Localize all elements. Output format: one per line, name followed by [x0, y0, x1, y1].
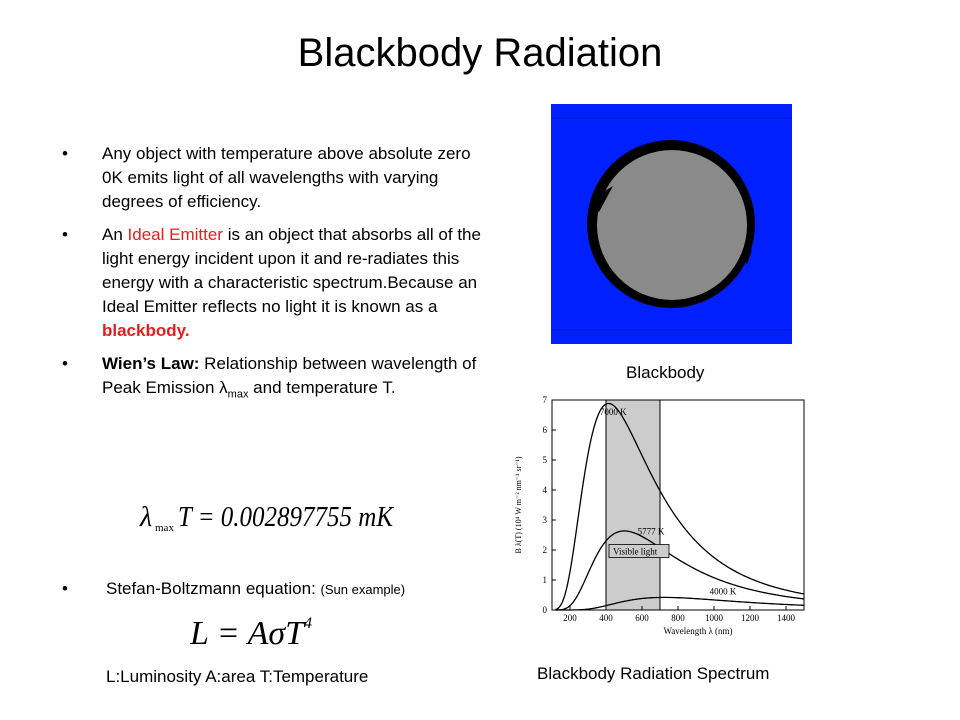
y-tick-label: 0: [543, 605, 548, 615]
formula-legend: L:Luminosity A:area T:Temperature: [106, 667, 369, 686]
y-tick-label: 7: [543, 395, 548, 405]
series-line-7000k: [555, 402, 805, 611]
x-tick-label: 1000: [705, 613, 724, 623]
y-tick-label: 5: [543, 455, 548, 465]
bullet-text-part: is an object that absorbs all of the lig…: [102, 225, 481, 316]
ideal-emitter-highlight: Ideal Emitter: [127, 225, 223, 244]
bullet-text-part: An: [102, 225, 128, 244]
y-ticks: 0 1 2 3 4 5 6 7: [543, 395, 556, 615]
bullet-item-ideal-emitter: • An Ideal Emitter is an object that abs…: [62, 223, 492, 343]
bullet-dot: •: [62, 354, 68, 373]
x-tick-label: 1400: [777, 613, 796, 623]
wien-subscript: max: [155, 522, 174, 534]
bullet-dot: •: [62, 225, 68, 244]
series-line-5777k: [555, 530, 805, 611]
series-label-5777k: 5777 K: [638, 526, 665, 536]
lambda-subscript: max: [227, 388, 249, 401]
visible-light-box: [608, 544, 670, 558]
series-label-4000k: 4000 K: [710, 587, 737, 597]
bullet-text-part: Relationship between wavelength of Peak …: [102, 354, 477, 397]
blackbody-caption: Blackbody: [626, 363, 705, 382]
spectrum-caption: Blackbody Radiation Spectrum: [537, 664, 770, 683]
y-tick-label: 2: [543, 545, 548, 555]
y-tick-label: 6: [543, 425, 548, 435]
cavity-opening-left: [591, 186, 613, 212]
bullet-item-absolute-zero: • Any object with temperature above abso…: [62, 142, 492, 214]
x-ticks: 200 400 600 800 1000 1200 1400: [563, 606, 796, 623]
bullet-text: Any object with temperature above absolu…: [102, 144, 471, 211]
bullet-dot: •: [62, 144, 68, 163]
y-tick-label: 3: [543, 515, 548, 525]
blackbody-image: [551, 104, 792, 344]
stefan-formula-exponent: 4: [304, 615, 312, 632]
x-tick-label: 800: [671, 613, 685, 623]
slide-title: Blackbody Radiation: [297, 31, 663, 75]
visible-band: [606, 400, 660, 610]
blackbody-highlight: blackbody.: [102, 321, 190, 340]
y-tick-label: 4: [543, 485, 548, 495]
series-lines: [555, 402, 805, 611]
series-labels: 7000 K 5777 K 4000 K: [600, 407, 737, 597]
bullet-dot: •: [62, 579, 68, 598]
x-tick-label: 200: [563, 613, 577, 623]
lambda-symbol: λ: [219, 378, 228, 397]
x-tick-label: 400: [599, 613, 613, 623]
plot-frame: [551, 399, 805, 611]
stefan-boltzmann-formula: L = AσT 4: [190, 615, 312, 652]
stefan-boltzmann-label: Stefan-Boltzmann equation:: [106, 579, 321, 598]
y-tick-label: 1: [543, 575, 548, 585]
x-axis-label: Wavelength λ (nm): [663, 626, 732, 636]
stefan-formula-text: L = AσT: [190, 615, 306, 652]
sun-example-note: (Sun example): [320, 582, 406, 597]
wiens-law-label: Wien’s Law:: [102, 354, 200, 373]
y-axis-label: B λ(T) (10⁴ W m⁻² nm⁻¹ sr⁻¹): [514, 456, 523, 553]
x-tick-label: 600: [635, 613, 649, 623]
bullet-text-part: and temperature T.: [248, 378, 396, 397]
bullet-item-wiens-law: • Wien’s Law: Relationship between wavel…: [62, 352, 492, 406]
cavity-opening-right: [741, 250, 752, 264]
spectrum-chart: 200 400 600 800 1000 1200 1400 0 1 2 3 4 5 6 7 7000 K…: [514, 395, 805, 636]
x-tick-label: 1200: [741, 613, 760, 623]
series-label-7000k: 7000 K: [600, 407, 627, 417]
visible-light-label: Visible light: [613, 547, 658, 557]
bullet-list: • Any object with temperature above abso…: [62, 142, 492, 415]
wien-lambda: λ: [139, 502, 152, 533]
series-line-4000k: [555, 596, 804, 611]
wien-formula: λ max T = 0.002897755 mK: [139, 502, 394, 534]
wien-formula-rest: T = 0.002897755 mK: [178, 502, 394, 533]
cavity-disc: [597, 150, 747, 300]
